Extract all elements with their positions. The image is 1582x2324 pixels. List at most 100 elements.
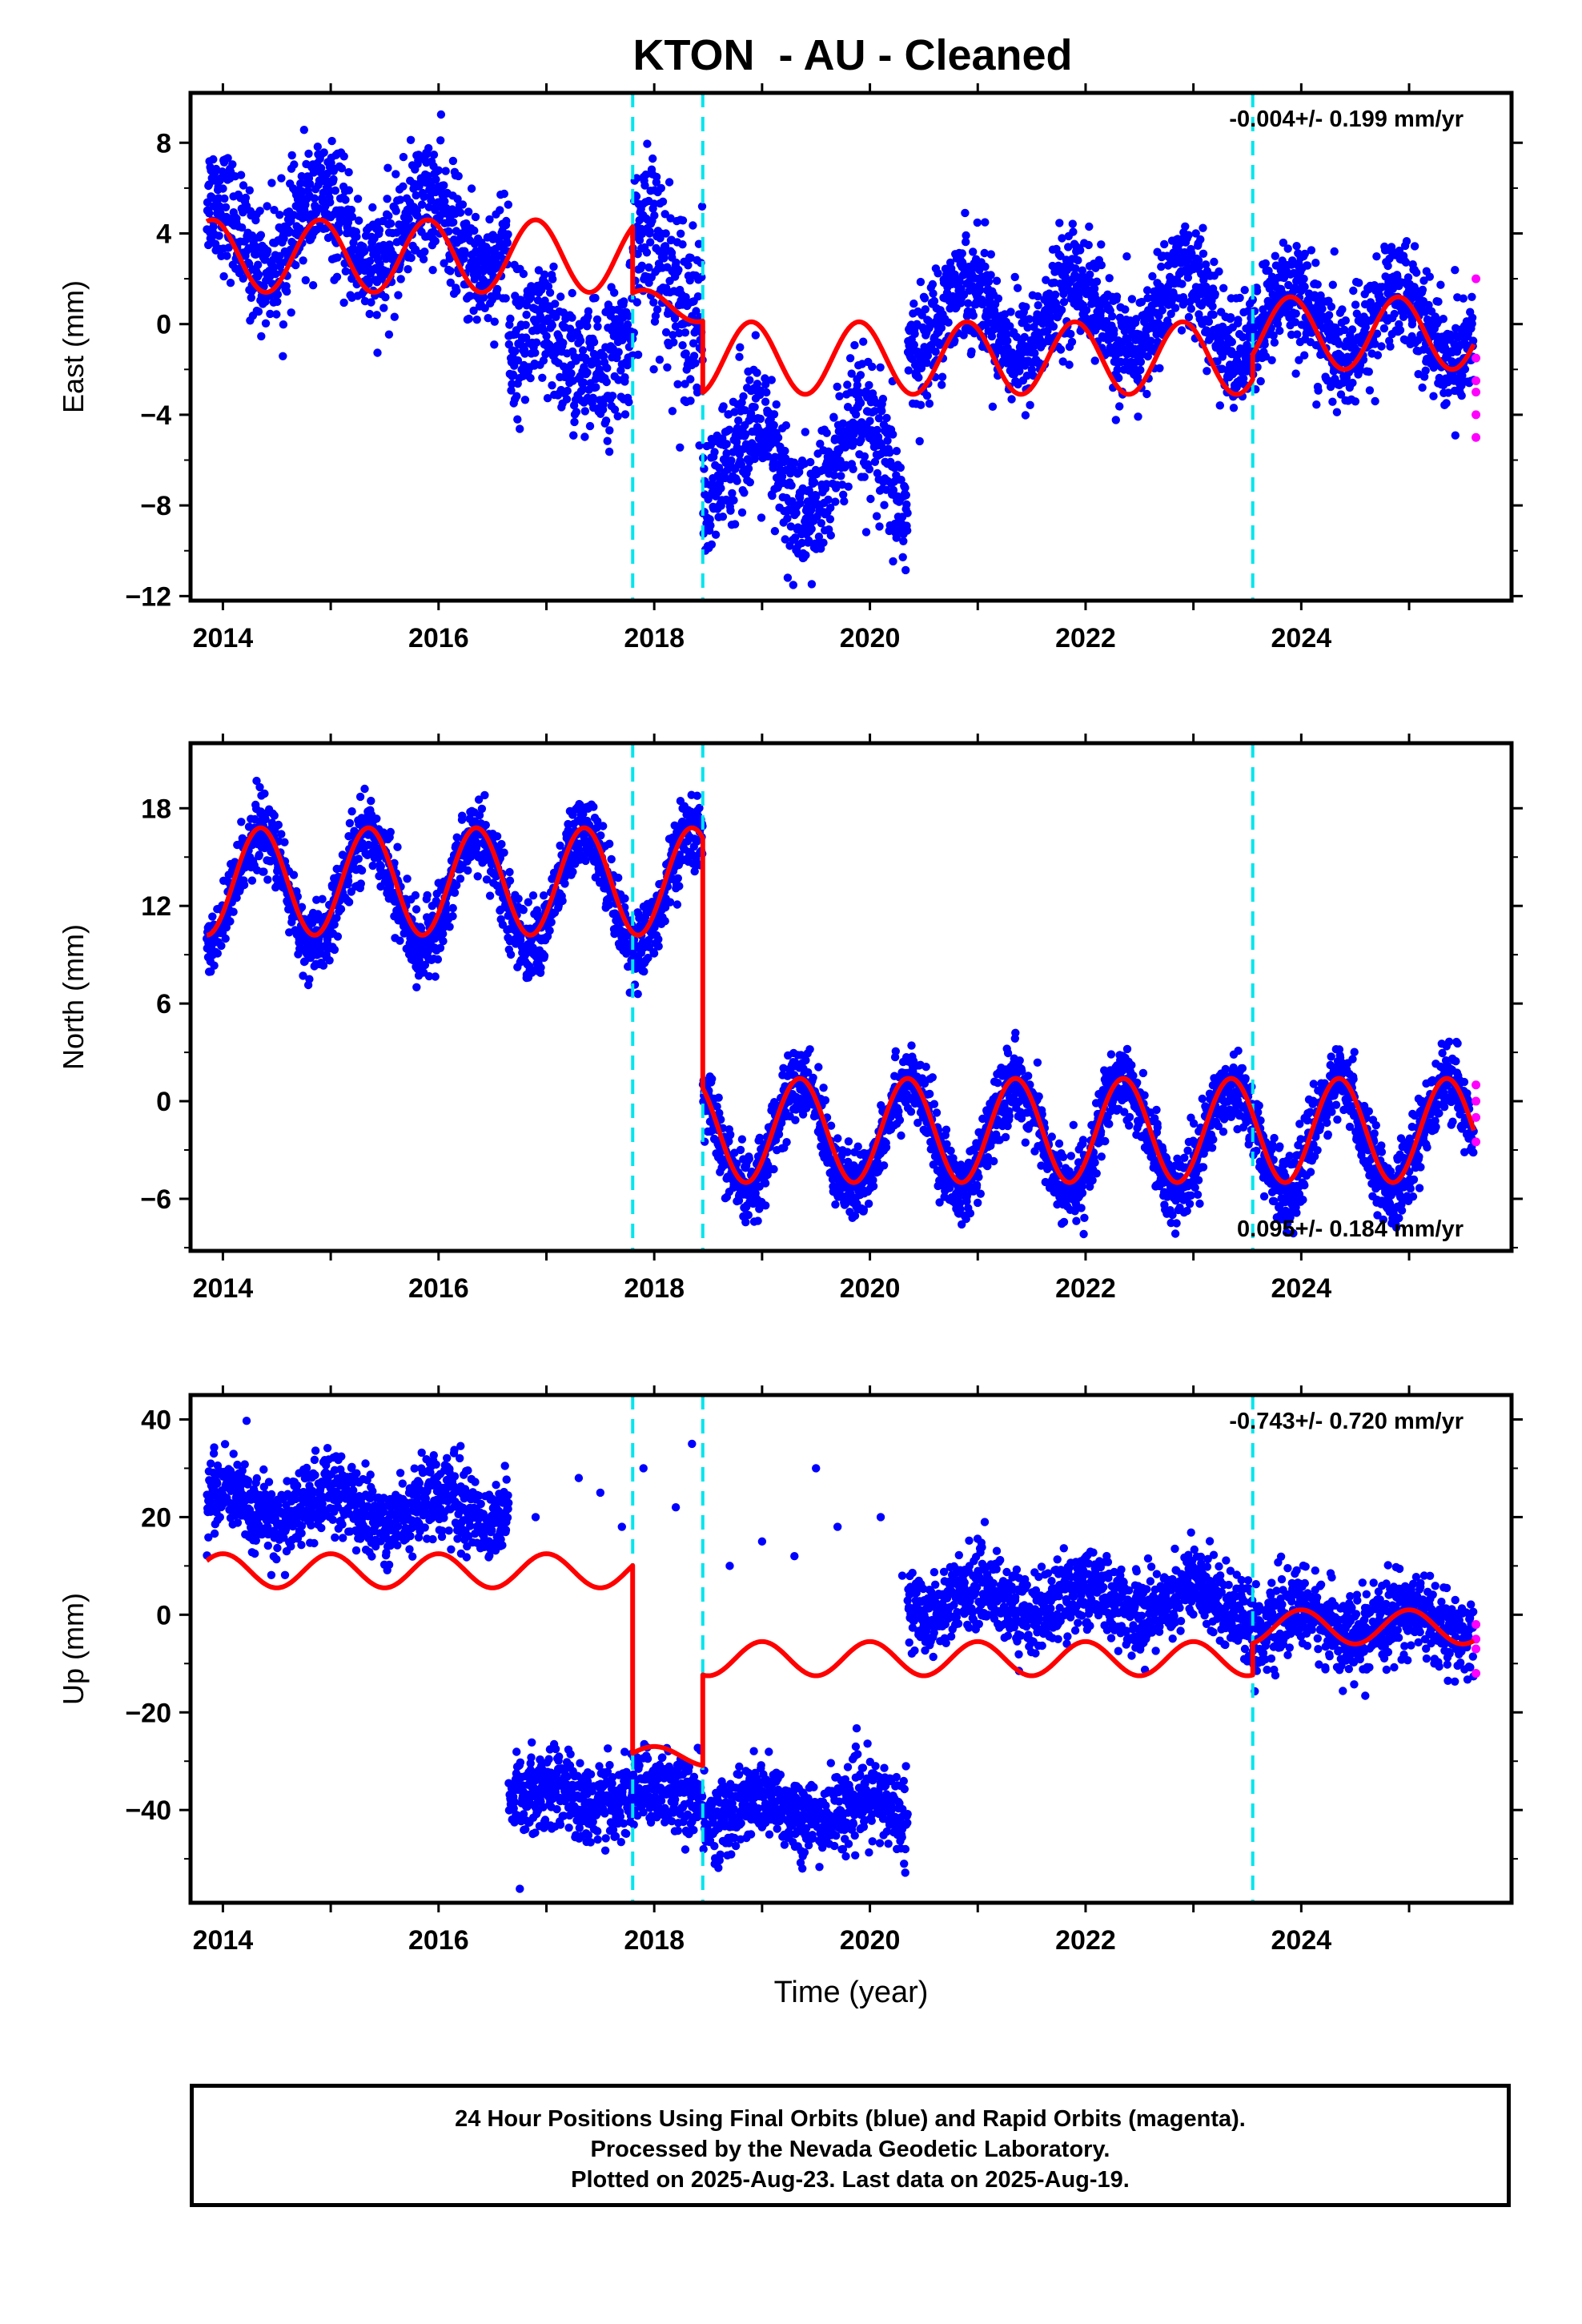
east-point [1160, 239, 1169, 249]
east-point [1064, 243, 1073, 251]
east-point [283, 287, 291, 296]
east-point [1066, 329, 1075, 339]
east-point [504, 200, 512, 209]
east-point [205, 209, 214, 218]
east-point [637, 261, 646, 270]
east-point [658, 197, 668, 206]
east-point [648, 154, 657, 163]
east-point [692, 307, 701, 316]
east-point [479, 293, 488, 302]
north-point [255, 782, 264, 792]
east-point [337, 164, 347, 173]
east-point [1021, 411, 1030, 420]
east-point [299, 256, 307, 265]
east-point [287, 151, 296, 160]
east-point [1330, 247, 1339, 256]
east-point [1056, 251, 1065, 260]
east-point [548, 275, 557, 283]
east-point [579, 378, 588, 387]
east-point [756, 414, 765, 424]
east-point [984, 277, 994, 286]
east-point [843, 380, 852, 389]
east-point [686, 375, 695, 384]
east-point [892, 533, 901, 542]
east-point [1006, 308, 1015, 316]
north-point [439, 929, 448, 939]
east-point [689, 352, 699, 360]
east-point [327, 136, 336, 146]
east-point [1292, 242, 1301, 251]
east-point [1347, 325, 1357, 334]
east-point [1379, 324, 1389, 333]
east-point [490, 340, 499, 349]
east-point [1383, 261, 1392, 271]
east-point [386, 219, 396, 228]
east-point [548, 381, 556, 390]
east-point [1096, 308, 1106, 316]
east-point [783, 514, 792, 523]
east-point [446, 267, 455, 275]
east-point [1373, 351, 1383, 360]
east-point [865, 380, 873, 390]
east-point [464, 314, 473, 324]
page-title: KTON - AU - Cleaned [632, 31, 1073, 79]
east-point [1349, 286, 1358, 296]
east-point [801, 428, 809, 436]
east-point [909, 340, 919, 349]
east-point [889, 430, 897, 439]
east-point [1267, 356, 1276, 364]
east-point [1026, 400, 1034, 409]
east-point [1166, 309, 1175, 319]
east-point [533, 296, 543, 305]
east-point [1227, 337, 1237, 347]
east-point [903, 526, 912, 535]
north-point [355, 792, 365, 802]
east-point [381, 293, 390, 302]
east-point [1336, 390, 1346, 399]
north-point [260, 789, 269, 798]
east-point [986, 271, 995, 279]
east-point [1468, 336, 1478, 345]
east-point [241, 193, 251, 203]
east-point [384, 211, 393, 220]
east-point [306, 179, 315, 188]
east-model-curve [205, 217, 1476, 397]
east-x-tick-label: 2024 [1271, 623, 1332, 653]
north-point [367, 796, 375, 806]
east-point [247, 293, 255, 302]
east-point [931, 348, 940, 356]
east-point [1293, 330, 1302, 339]
east-point [822, 480, 831, 489]
east-point [1314, 386, 1323, 395]
east-point [717, 484, 725, 493]
east-point [1170, 304, 1180, 312]
east-point [849, 464, 857, 473]
east-point [678, 240, 687, 249]
east-point [786, 522, 796, 531]
east-point [733, 476, 741, 485]
north-point [485, 891, 495, 900]
east-point [833, 382, 841, 392]
east-point [521, 320, 530, 329]
north-point [540, 951, 549, 960]
east-point [896, 463, 905, 472]
east-point [316, 163, 326, 173]
east-point [1114, 373, 1123, 383]
east-point [641, 170, 650, 179]
east-point [323, 169, 331, 179]
east-point [1332, 408, 1342, 416]
east-point [1240, 286, 1249, 295]
east-point [295, 224, 304, 233]
east-point [814, 533, 824, 541]
east-point [898, 553, 907, 561]
east-point [406, 135, 416, 144]
east-point [649, 365, 658, 374]
east-point [613, 412, 622, 420]
east-point [753, 368, 761, 377]
east-x-tick-label: 2022 [1055, 623, 1116, 653]
east-point [663, 363, 672, 372]
north-point [424, 971, 434, 981]
north-point [213, 949, 222, 958]
east-point [729, 496, 738, 505]
